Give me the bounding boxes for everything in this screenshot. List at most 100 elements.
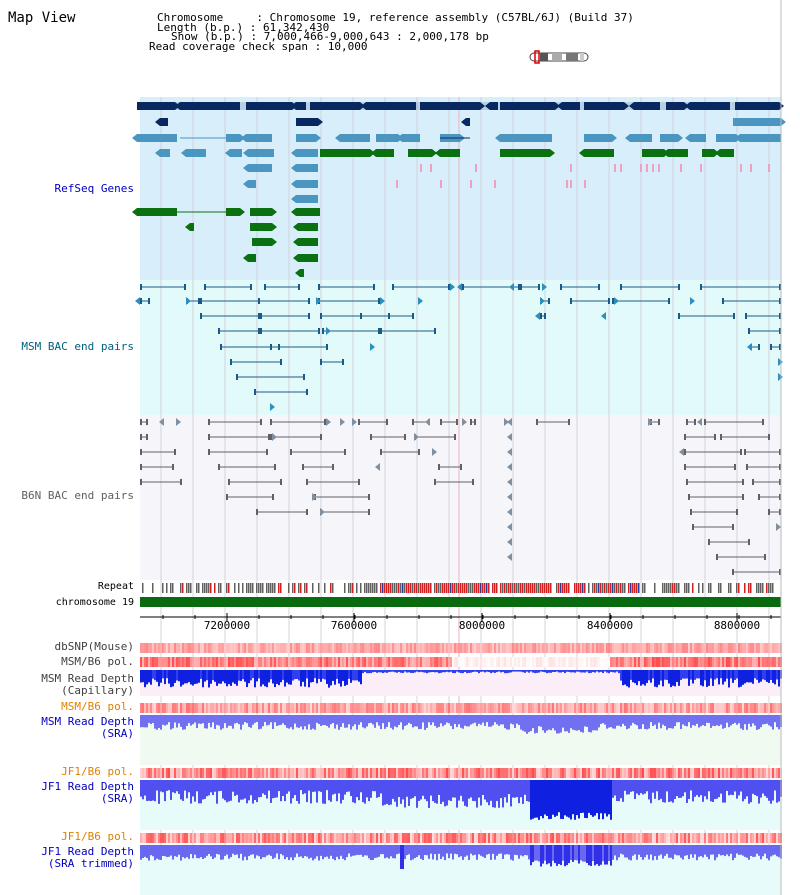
dbsnp-heat-cell <box>240 643 242 653</box>
jf1-depth-trim-bar <box>624 845 626 858</box>
jf1-depth-trim-bar <box>148 845 150 861</box>
msm-depth-capillary-bar <box>220 670 222 684</box>
msm-bac-features[interactable] <box>135 283 783 411</box>
msm-depth-sra-bar <box>450 715 452 726</box>
jf1-depth-sra-bar <box>776 780 778 803</box>
jf1-depth-sra-bar <box>182 780 184 801</box>
coverage-span-info: Read coverage check span : 10,000 <box>149 40 368 53</box>
msm-pol-heat-cell <box>372 657 374 667</box>
msm-pol-sra-heat-cell <box>470 703 472 713</box>
jf1-depth-sra-bar <box>366 780 368 798</box>
jf1-pol-heat-cell <box>606 768 608 778</box>
msm-depth-capillary-bar <box>508 670 510 673</box>
refseq-gene-features[interactable] <box>132 102 786 277</box>
msm-bac-pair-end <box>748 328 750 334</box>
jf1-depth-sra-bar <box>286 780 288 794</box>
msm-bac-pair-end <box>320 313 322 319</box>
jf1-depth-sra-bar <box>592 780 594 817</box>
msm-pol-sra-heat-cell <box>330 703 332 713</box>
jf1-pol-heat-cell <box>296 768 298 778</box>
jf1-depth-sra-bar <box>344 780 346 795</box>
msm-pol-sra-heat-cell <box>228 703 230 713</box>
msm-pol-sra-heat-cell <box>444 703 446 713</box>
msm-depth-sra-bar <box>390 715 392 728</box>
jf1-pol-2-heat-cell <box>740 833 742 843</box>
msm-bac-pair-end <box>236 374 238 380</box>
msm-pol-sra-heat-cell <box>398 703 400 713</box>
bac-end-marker <box>380 297 385 305</box>
dbsnp-heat-cell <box>360 643 362 653</box>
msm-pol-heat-cell <box>674 657 676 667</box>
jf1-pol-heat-cell <box>180 768 182 778</box>
jf1-pol-heat-cell <box>336 768 338 778</box>
msm-pol-sra-heat-cell <box>326 703 328 713</box>
jf1-depth-sra-bar <box>520 780 522 798</box>
jf1-pol-2-heat-cell <box>486 833 488 843</box>
track-label-msm-bac: MSM BAC end pairs <box>21 340 134 353</box>
chromosome-ideogram[interactable] <box>529 50 589 64</box>
jf1-depth-trim-bar <box>414 845 416 859</box>
msm-depth-capillary-bar <box>664 670 666 680</box>
dbsnp-heat-cell <box>178 643 180 653</box>
msm-pol-heat-cell <box>624 657 626 667</box>
msm-depth-sra-bar <box>542 715 544 731</box>
dbsnp-heat-cell <box>650 643 652 653</box>
msm-pol-sra-heat-cell <box>516 703 518 713</box>
msm-depth-capillary-bar <box>262 670 264 685</box>
msm-depth-capillary-bar <box>426 670 428 674</box>
dbsnp-heat-cell <box>430 643 432 653</box>
gene-strand-arrow <box>291 180 296 188</box>
dbsnp-heat-cell <box>560 643 562 653</box>
gene-feature <box>246 134 272 142</box>
msm-pol-heat-cell <box>532 657 534 667</box>
msm-pol-heat-cell <box>418 657 420 667</box>
dbsnp-heat-cell <box>282 643 284 653</box>
snp-mark <box>700 164 702 172</box>
jf1-pol-heat-cell <box>468 768 470 778</box>
jf1-pol-2-heat-cell <box>400 833 402 843</box>
jf1-depth-trim-bar <box>642 845 644 860</box>
b6n-bac-features[interactable] <box>140 418 781 575</box>
msm-pol-sra-heat-cell <box>160 703 162 713</box>
dbsnp-heat-cell <box>512 643 514 653</box>
jf1-depth-sra-bar <box>456 780 458 808</box>
msm-pol-sra-heat-cell <box>296 703 298 713</box>
dbsnp-heat-cell <box>212 643 214 653</box>
msm-depth-sra-bar <box>644 715 646 730</box>
msm-pol-heat-cell <box>400 657 402 667</box>
msm-depth-sra-bar <box>476 715 478 727</box>
gene-feature <box>248 164 272 172</box>
msm-pol-sra-heat-cell <box>566 703 568 713</box>
msm-pol-sra-heat-cell <box>306 703 308 713</box>
msm-pol-heat-cell <box>776 657 778 667</box>
jf1-depth-sra-bar <box>718 780 720 798</box>
msm-depth-sra-bar <box>228 715 230 726</box>
jf1-depth-trim-bar <box>372 845 374 860</box>
jf1-pol-heat-cell <box>748 768 750 778</box>
jf1-pol-2-heat-cell <box>610 833 612 843</box>
jf1-pol-2-heat-cell <box>466 833 468 843</box>
msm-depth-sra-bar <box>316 715 318 723</box>
jf1-pol-2-heat-cell <box>398 833 400 843</box>
msm-depth-capillary-bar <box>758 670 760 683</box>
jf1-pol-2-heat-cell <box>496 833 498 843</box>
msm-depth-capillary-bar <box>180 670 182 687</box>
bac-end-marker <box>462 418 467 426</box>
b6n-bac-pair-end <box>260 419 262 425</box>
msm-pol-heat-cell <box>416 657 418 667</box>
jf1-depth-trim-bar <box>736 845 738 854</box>
b6n-bac-pair-end <box>412 419 414 425</box>
jf1-pol-heat-cell <box>616 768 618 778</box>
gene-feature <box>296 134 316 142</box>
jf1-depth-trim-bar <box>294 845 296 858</box>
dbsnp-heat-cell <box>174 643 176 653</box>
msm-depth-capillary-bar <box>732 670 734 683</box>
msm-bac-pair-end <box>280 359 282 365</box>
jf1-depth-trim-bar <box>720 845 722 856</box>
msm-pol-heat-cell <box>550 657 552 667</box>
bac-end-marker <box>535 312 540 320</box>
jf1-depth-trim-bar <box>250 845 252 855</box>
jf1-depth-trim-bar <box>374 845 376 858</box>
dbsnp-heat-cell <box>496 643 498 653</box>
